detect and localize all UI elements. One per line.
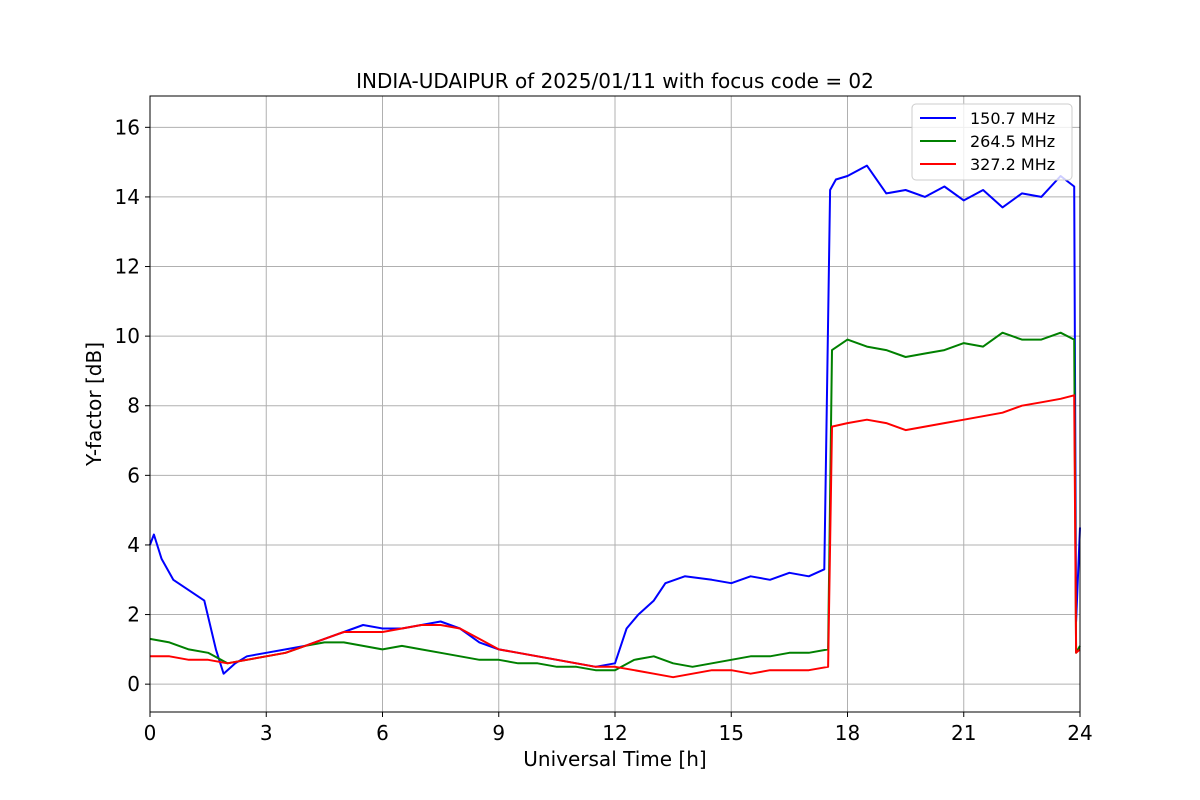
y-tick-label: 16	[115, 115, 140, 139]
y-tick-label: 2	[127, 603, 140, 627]
y-tick-label: 4	[127, 533, 140, 557]
y-ticks: 0 2 4 6 8 10 12 14 16	[115, 115, 150, 696]
y-axis-label: Y-factor [dB]	[82, 342, 106, 467]
legend-box	[911, 103, 1073, 181]
x-tick-label: 12	[602, 721, 627, 745]
x-tick-label: 0	[144, 721, 157, 745]
x-tick-label: 24	[1067, 721, 1092, 745]
y-tick-label: 0	[127, 672, 140, 696]
x-tick-label: 18	[835, 721, 860, 745]
legend-label: 327.2 MHz	[970, 155, 1055, 174]
series-line-2	[149, 331, 1081, 672]
series-line-3	[150, 394, 1081, 679]
y-tick-label: 12	[115, 255, 140, 279]
plot-lines	[149, 164, 1081, 679]
x-tick-label: 6	[376, 721, 389, 745]
y-tick-label: 8	[127, 394, 140, 418]
y-tick-label: 14	[115, 185, 140, 209]
legend-label: 150.7 MHz	[970, 109, 1055, 128]
x-tick-label: 21	[951, 721, 976, 745]
chart-title: INDIA-UDAIPUR of 2025/01/11 with focus c…	[356, 69, 874, 93]
y-tick-label: 6	[127, 463, 140, 487]
x-ticks: 0 3 6 9 12 15 18 21 24	[144, 712, 1093, 745]
y-tick-label: 10	[115, 324, 140, 348]
x-tick-label: 15	[719, 721, 744, 745]
series-line-1	[149, 164, 1081, 675]
x-axis-label: Universal Time [h]	[523, 747, 706, 771]
x-tick-label: 3	[260, 721, 273, 745]
legend-label: 264.5 MHz	[970, 132, 1055, 151]
x-tick-label: 9	[492, 721, 505, 745]
legend: 150.7 MHz 264.5 MHz 327.2 MHz	[911, 103, 1073, 181]
